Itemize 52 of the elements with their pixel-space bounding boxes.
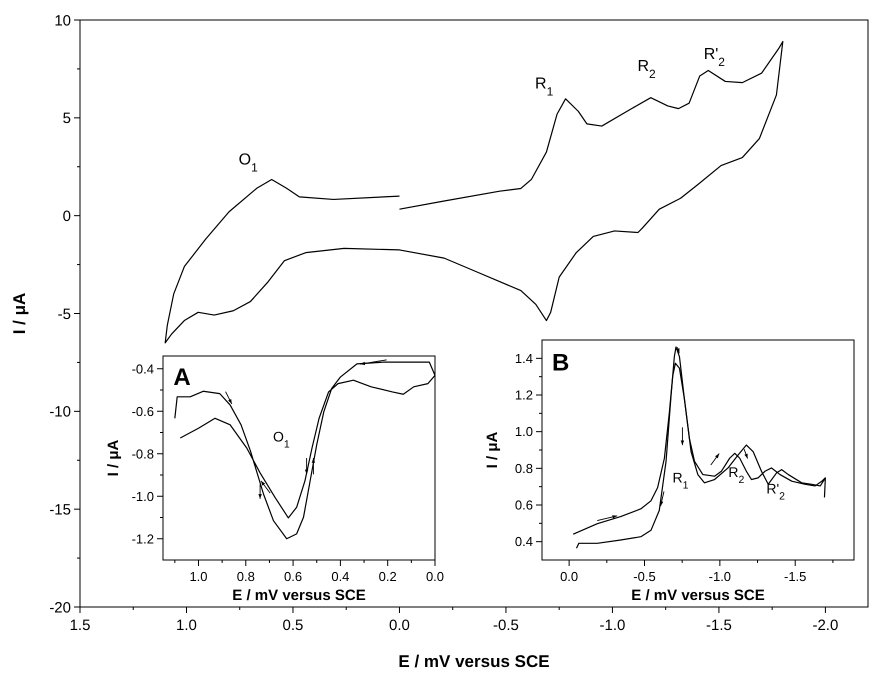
x-tick-label: 1.0 — [176, 617, 197, 634]
y-axis-title: I / μA — [105, 439, 122, 476]
y-tick-label: -15 — [49, 501, 71, 518]
y-tick-label: -1.2 — [132, 531, 154, 546]
annotation: O$_{1}$ — [272, 428, 290, 451]
x-tick-label: 0.8 — [236, 569, 255, 584]
y-tick-label: -10 — [49, 404, 71, 421]
y-tick-label: 0.6 — [514, 498, 533, 513]
x-axis-title: E / mV versus SCE — [398, 652, 550, 671]
y-tick-label: -0.4 — [132, 361, 154, 376]
y-axis-title: I / μA — [10, 292, 29, 334]
y-tick-label: 0.4 — [514, 534, 533, 550]
annotation: R$_{1}$ — [535, 75, 554, 98]
annotation: R$_{2}$ — [637, 58, 656, 81]
y-tick-label: 0.8 — [514, 460, 533, 476]
annotation: B — [552, 349, 570, 376]
y-tick-label: -20 — [49, 599, 71, 616]
x-tick-label: -1.0 — [600, 617, 626, 634]
y-tick-label: 1.4 — [514, 350, 533, 366]
x-tick-label: 0.5 — [282, 617, 304, 634]
annotation: R$_{1}$ — [672, 469, 689, 492]
y-tick-label: 0 — [62, 208, 71, 225]
y-axis-title: I / μA — [484, 431, 501, 468]
x-tick-label: 1.5 — [70, 617, 90, 634]
y-tick-label: -0.8 — [132, 446, 154, 462]
x-tick-label: 1.0 — [189, 569, 208, 584]
x-tick-label: -1.5 — [784, 569, 806, 584]
y-tick-label: 10 — [54, 12, 71, 30]
x-tick-label: 0.0 — [560, 569, 578, 584]
x-tick-label: 0.4 — [331, 569, 350, 584]
annotation: R'$_{2}$ — [704, 46, 726, 70]
y-tick-label: -5 — [58, 306, 71, 323]
x-axis-title: E / mV versus SCE — [631, 587, 765, 604]
y-tick-label: -0.6 — [132, 404, 154, 419]
annotation: R'$_{2}$ — [766, 480, 786, 502]
x-tick-label: 0.0 — [426, 569, 444, 584]
y-tick-label: 1.0 — [514, 424, 533, 440]
x-tick-label: -2.0 — [812, 617, 838, 634]
annotation: O$_{1}$ — [238, 152, 258, 175]
annotation: R$_{2}$ — [728, 464, 745, 486]
y-tick-label: -1.0 — [132, 488, 154, 504]
x-tick-label: 0.6 — [284, 569, 302, 584]
y-tick-label: 5 — [62, 110, 71, 128]
x-tick-label: 0.2 — [378, 569, 397, 584]
x-axis-title: E / mV versus SCE — [232, 587, 366, 604]
x-tick-label: -0.5 — [633, 569, 656, 584]
x-tick-label: -1.0 — [708, 569, 732, 584]
annotation: A — [173, 364, 191, 391]
y-tick-label: 1.2 — [514, 388, 533, 403]
x-tick-label: 0.0 — [389, 617, 410, 634]
x-tick-label: -1.5 — [706, 617, 732, 634]
x-tick-label: -0.5 — [493, 617, 519, 634]
